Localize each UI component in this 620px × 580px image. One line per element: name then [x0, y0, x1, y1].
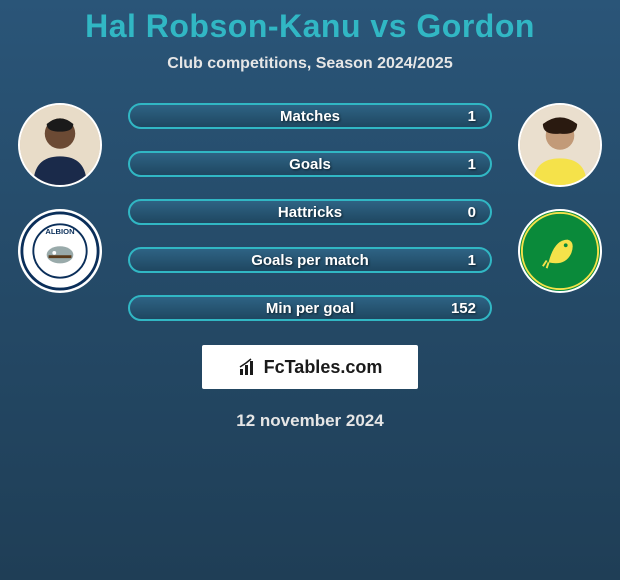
stat-right-value: 152 — [451, 300, 476, 317]
avatar-placeholder-icon — [520, 103, 600, 187]
club-badge-left: ALBION — [18, 209, 102, 293]
stat-row: Min per goal 152 — [128, 295, 492, 321]
stat-label: Matches — [280, 108, 340, 125]
stat-row: Hattricks 0 — [128, 199, 492, 225]
svg-text:ALBION: ALBION — [45, 227, 74, 236]
stat-right-value: 1 — [468, 252, 476, 269]
stats-bars: Matches 1 Goals 1 Hattricks 0 Goals per … — [110, 103, 510, 321]
root: Hal Robson-Kanu vs Gordon Club competiti… — [0, 0, 620, 431]
norwich-badge-icon — [520, 209, 600, 293]
avatar-placeholder-icon — [20, 103, 100, 187]
right-column — [510, 103, 610, 293]
stat-row: Goals per match 1 — [128, 247, 492, 273]
stat-row: Matches 1 — [128, 103, 492, 129]
stat-right-value: 1 — [468, 108, 476, 125]
player-avatar-right — [518, 103, 602, 187]
stat-row: Goals 1 — [128, 151, 492, 177]
stat-right-value: 0 — [468, 204, 476, 221]
page-title: Hal Robson-Kanu vs Gordon — [85, 8, 535, 45]
stat-label: Min per goal — [266, 300, 354, 317]
stat-label: Goals — [289, 156, 331, 173]
player-avatar-left — [18, 103, 102, 187]
chart-icon — [238, 357, 258, 377]
club-badge-right — [518, 209, 602, 293]
stat-label: Hattricks — [278, 204, 342, 221]
date-line: 12 november 2024 — [236, 411, 383, 431]
left-column: ALBION — [10, 103, 110, 293]
stat-right-value: 1 — [468, 156, 476, 173]
stat-label: Goals per match — [251, 252, 369, 269]
subtitle: Club competitions, Season 2024/2025 — [167, 55, 452, 73]
comparison-row: ALBION Matches 1 Goals 1 Hattrick — [0, 103, 620, 321]
branding-text: FcTables.com — [264, 357, 383, 378]
wba-badge-icon: ALBION — [20, 209, 100, 293]
branding-badge: FcTables.com — [202, 345, 418, 389]
